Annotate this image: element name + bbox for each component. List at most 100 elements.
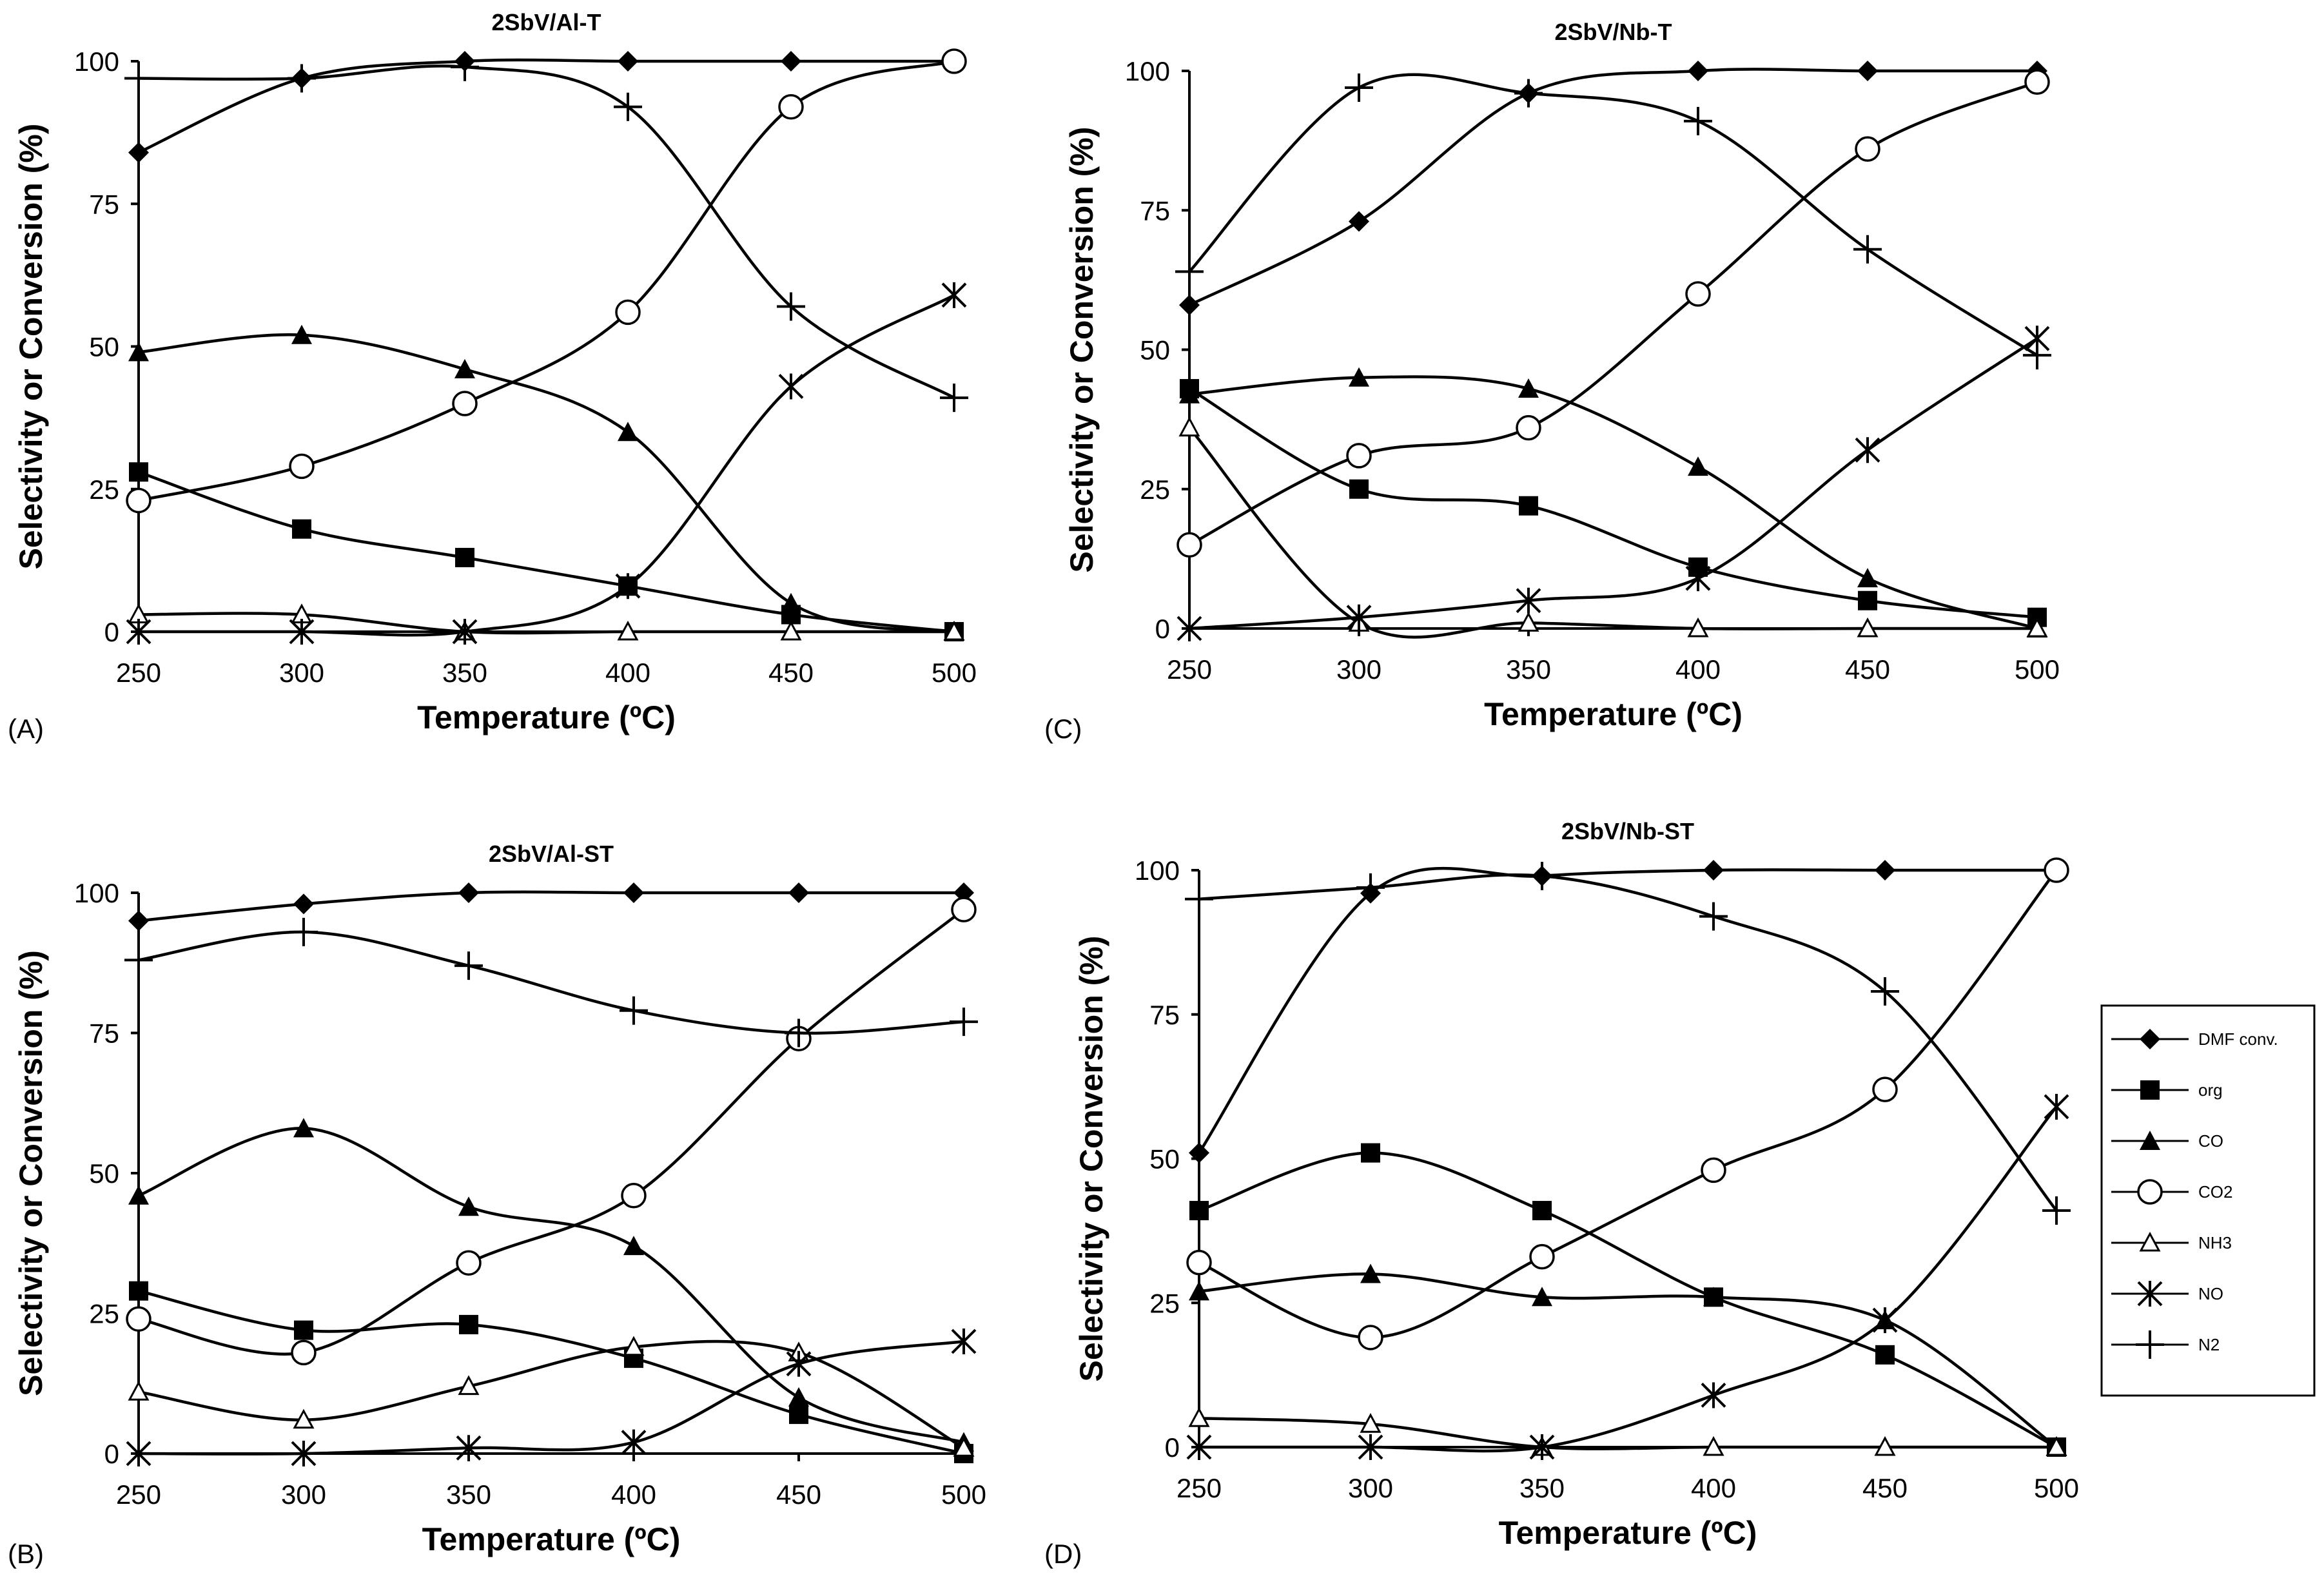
- data-point-dmf-conv: [623, 882, 644, 903]
- data-point-co2: [126, 1306, 151, 1332]
- data-point-co2: [1186, 1249, 1212, 1276]
- x-axis-label: Temperature (ºC): [417, 699, 676, 735]
- data-point-n2: [785, 1018, 813, 1047]
- data-point-co: [1360, 1263, 1381, 1283]
- series-line-co: [138, 333, 955, 634]
- data-point-n2: [1185, 884, 1213, 913]
- series-co2: [1177, 69, 2050, 558]
- x-axis-label: Temperature (ºC): [1484, 696, 1743, 732]
- data-point-dmf-conv: [1688, 61, 1708, 81]
- series-line-co2: [138, 59, 955, 502]
- data-point-dmf-conv: [1179, 295, 1200, 316]
- data-point-org: [1519, 496, 1538, 516]
- data-point-co2: [1346, 443, 1372, 469]
- data-point-co: [128, 342, 149, 362]
- data-point-org: [1532, 1201, 1552, 1221]
- data-point-co: [128, 1185, 149, 1205]
- data-point-no: [1516, 587, 1541, 614]
- x-tick-label: 250: [1177, 1473, 1222, 1503]
- data-point-co2: [1685, 281, 1711, 307]
- data-point-co2: [456, 1250, 482, 1276]
- y-tick-label: 0: [104, 617, 119, 647]
- y-tick-label: 25: [89, 474, 119, 505]
- data-point-co2: [2044, 857, 2069, 883]
- data-point-no: [291, 1441, 317, 1466]
- x-tick-label: 300: [1348, 1473, 1393, 1503]
- data-point-n2: [1345, 73, 1373, 102]
- data-point-n2: [1699, 902, 1728, 931]
- series-line-nh3: [138, 1339, 965, 1450]
- series-no: [126, 1329, 977, 1466]
- data-point-no: [1685, 565, 1711, 592]
- series-line-n2: [138, 930, 964, 1035]
- y-tick-label: 50: [89, 332, 119, 362]
- data-point-no: [1855, 437, 1880, 463]
- x-axis-label: Temperature (ºC): [1499, 1515, 1757, 1551]
- series-line-n2: [138, 64, 955, 400]
- data-point-co2: [615, 299, 641, 326]
- series-n2: [1185, 861, 2071, 1225]
- panel-label: (A): [8, 714, 44, 744]
- series-line-nh3: [1198, 1417, 2056, 1450]
- data-point-dmf-conv: [1875, 860, 1895, 881]
- data-point-dmf-conv: [1349, 211, 1369, 232]
- data-point-co: [781, 592, 801, 612]
- legend-label: org: [2198, 1080, 2223, 1100]
- y-tick-label: 100: [1135, 855, 1180, 886]
- data-point-n2: [1853, 235, 1882, 264]
- x-tick-label: 350: [1519, 1473, 1565, 1503]
- data-point-nh3: [780, 620, 802, 641]
- data-point-co2: [621, 1183, 647, 1209]
- legend-marker-nh3: [2139, 1231, 2161, 1252]
- data-point-no: [778, 373, 804, 400]
- data-point-co: [291, 324, 312, 344]
- x-tick-label: 400: [611, 1479, 656, 1510]
- series-line-nh3: [138, 612, 954, 635]
- y-axis-label: Selectivity or Conversion (%): [1073, 936, 1109, 1382]
- x-tick-label: 500: [932, 657, 977, 688]
- data-point-co2: [1177, 532, 1202, 558]
- data-point-nh3: [953, 1437, 975, 1457]
- data-point-n2: [1175, 257, 1204, 286]
- data-point-no: [786, 1350, 812, 1377]
- x-tick-label: 250: [1167, 654, 1212, 685]
- x-tick-label: 450: [768, 657, 814, 688]
- data-point-no: [1529, 1434, 1555, 1460]
- legend-box: [2100, 1004, 2316, 1397]
- x-tick-label: 350: [1506, 654, 1551, 685]
- legend-label: CO: [2198, 1131, 2223, 1151]
- y-tick-label: 50: [1149, 1144, 1180, 1174]
- data-point-co: [1518, 378, 1539, 398]
- data-point-dmf-conv: [1189, 1142, 1209, 1163]
- legend-marker-co2: [2137, 1179, 2163, 1205]
- data-point-n2: [124, 946, 153, 975]
- data-point-nh3: [2026, 617, 2048, 638]
- series-line-org: [1188, 387, 2038, 619]
- y-tick-label: 25: [1149, 1288, 1180, 1318]
- y-tick-label: 0: [1165, 1432, 1180, 1463]
- y-axis-label: Selectivity or Conversion (%): [13, 124, 49, 570]
- data-point-n2: [289, 917, 318, 946]
- data-point-co: [1857, 568, 1878, 588]
- x-tick-label: 250: [116, 657, 161, 688]
- data-point-co: [458, 1196, 479, 1216]
- data-point-co2: [289, 453, 315, 480]
- series-co2: [126, 897, 977, 1366]
- data-point-nh3: [1687, 617, 1709, 638]
- data-point-no: [456, 1435, 482, 1461]
- data-point-co: [1189, 1281, 1209, 1301]
- x-tick-label: 350: [446, 1479, 491, 1510]
- data-point-co2: [941, 48, 967, 74]
- legend-item-n2: N2: [2111, 1330, 2220, 1359]
- data-point-n2: [940, 384, 968, 413]
- data-point-dmf-conv: [781, 51, 801, 72]
- data-point-co2: [2024, 69, 2050, 95]
- legend-marker-dmf-conv: [2140, 1029, 2160, 1049]
- legend-item-nh3: NH3: [2111, 1231, 2232, 1252]
- series-co2: [126, 48, 967, 514]
- data-point-no: [126, 1441, 151, 1466]
- series-line-org: [1198, 1151, 2058, 1448]
- y-tick-label: 75: [1149, 1000, 1180, 1030]
- y-tick-label: 100: [74, 46, 119, 77]
- panel-label: (C): [1044, 714, 1082, 744]
